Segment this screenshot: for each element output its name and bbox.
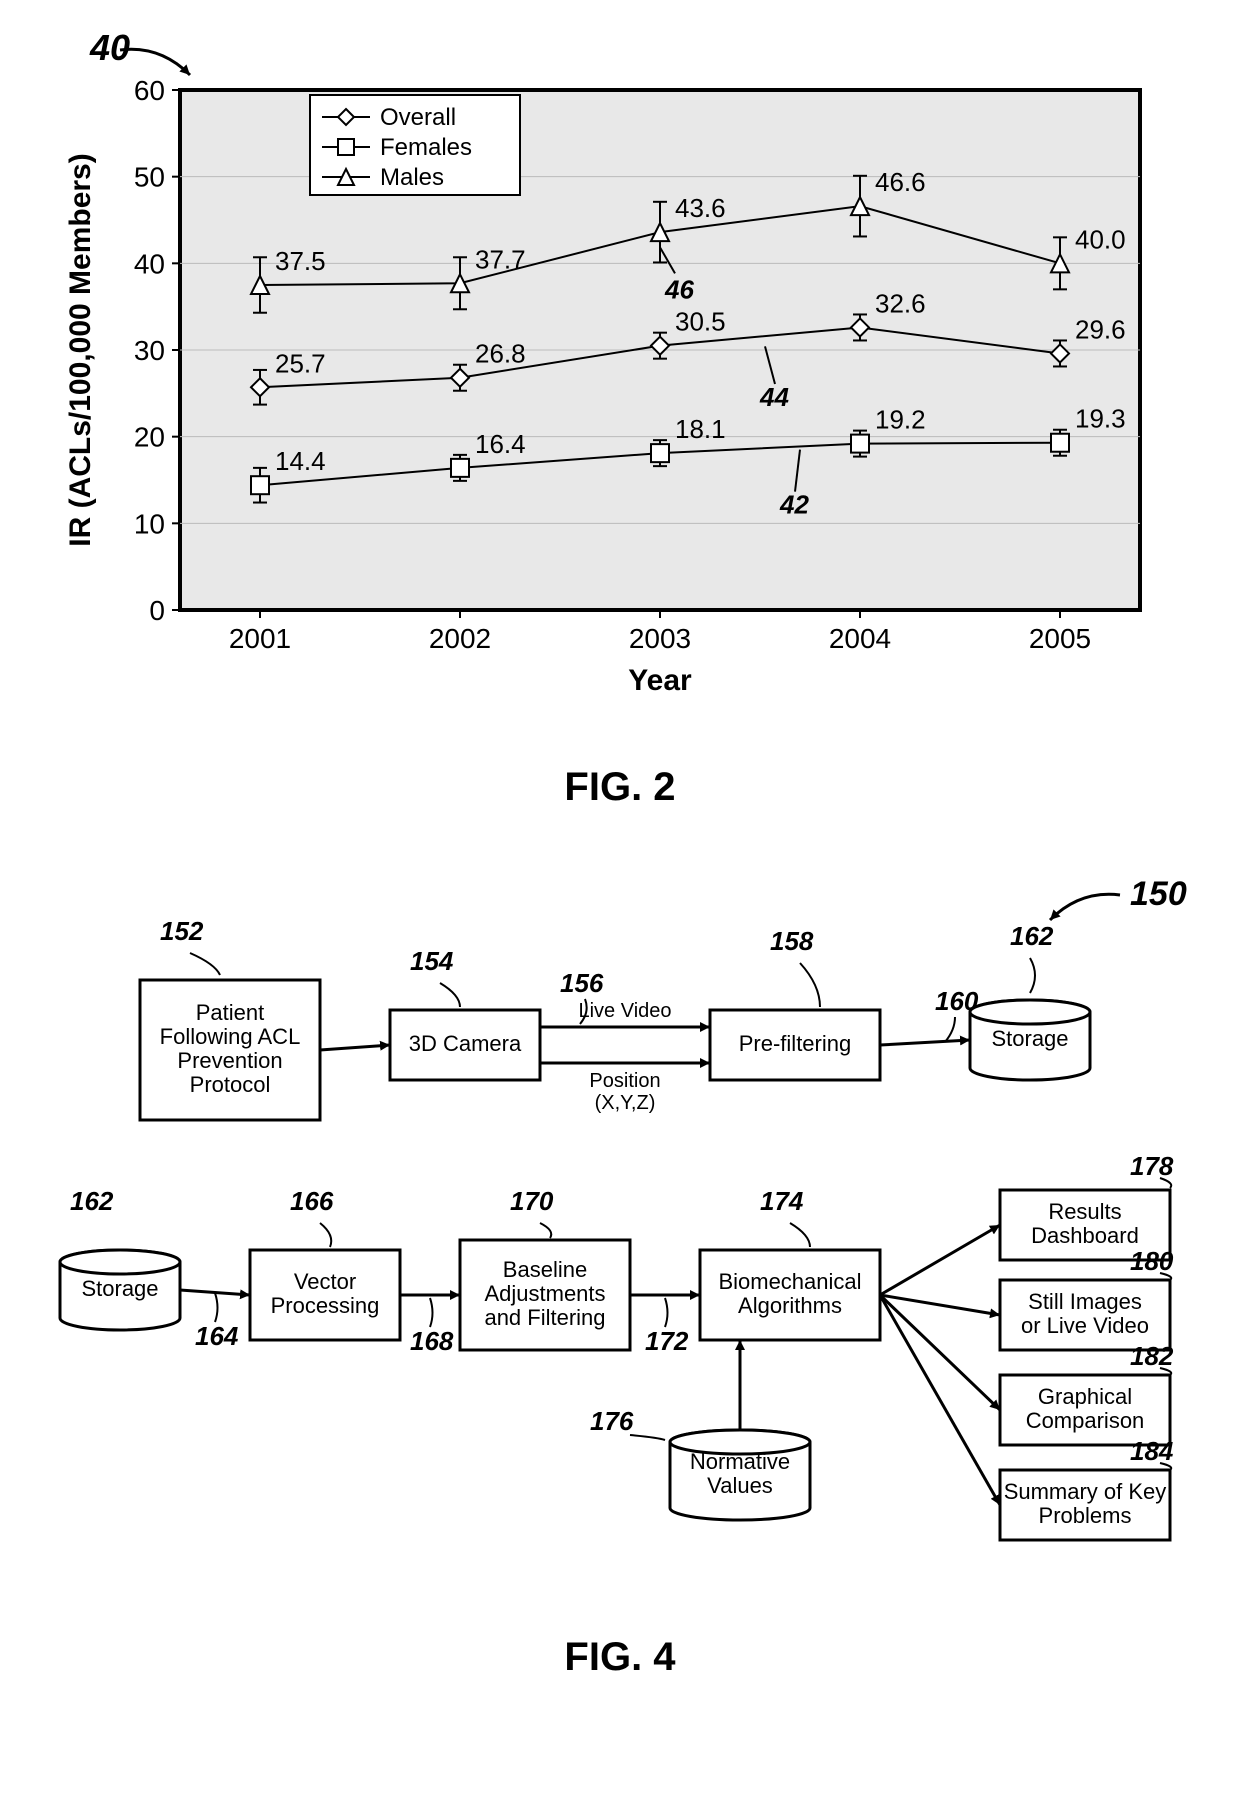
svg-text:16.4: 16.4 [475, 429, 526, 459]
svg-text:Patient: Patient [196, 1000, 265, 1025]
fig2-title: FIG. 2 [20, 765, 1220, 810]
svg-text:40: 40 [89, 27, 130, 68]
svg-text:178: 178 [1130, 1151, 1174, 1181]
svg-text:Comparison: Comparison [1026, 1408, 1145, 1433]
svg-text:19.2: 19.2 [875, 405, 926, 435]
svg-text:30.5: 30.5 [675, 307, 726, 337]
svg-text:Values: Values [707, 1473, 773, 1498]
svg-text:Protocol: Protocol [190, 1072, 271, 1097]
svg-text:Following ACL: Following ACL [160, 1024, 301, 1049]
svg-text:Vector: Vector [294, 1269, 356, 1294]
svg-text:182: 182 [1130, 1341, 1174, 1371]
svg-text:Year: Year [628, 664, 692, 697]
svg-text:50: 50 [134, 162, 165, 193]
svg-text:Processing: Processing [271, 1293, 380, 1318]
svg-text:14.4: 14.4 [275, 446, 326, 476]
svg-text:2001: 2001 [229, 623, 291, 654]
svg-text:(X,Y,Z): (X,Y,Z) [595, 1092, 656, 1114]
svg-text:Still Images: Still Images [1028, 1289, 1142, 1314]
svg-text:166: 166 [290, 1186, 334, 1216]
svg-text:180: 180 [1130, 1246, 1174, 1276]
svg-text:40.0: 40.0 [1075, 224, 1126, 254]
svg-text:162: 162 [1010, 921, 1054, 951]
svg-text:26.8: 26.8 [475, 339, 526, 369]
svg-text:37.7: 37.7 [475, 244, 526, 274]
svg-text:Prevention: Prevention [177, 1048, 282, 1073]
svg-text:Males: Males [380, 164, 444, 191]
svg-text:Adjustments: Adjustments [484, 1281, 605, 1306]
svg-text:150: 150 [1130, 875, 1187, 913]
svg-text:Females: Females [380, 134, 472, 161]
svg-text:176: 176 [590, 1406, 634, 1436]
svg-text:IR (ACLs/100,000 Members): IR (ACLs/100,000 Members) [64, 153, 97, 547]
svg-text:46: 46 [664, 274, 694, 304]
svg-text:172: 172 [645, 1326, 689, 1356]
svg-text:Baseline: Baseline [503, 1257, 587, 1282]
svg-text:Algorithms: Algorithms [738, 1293, 842, 1318]
svg-text:Graphical: Graphical [1038, 1384, 1132, 1409]
svg-text:32.6: 32.6 [875, 288, 926, 318]
svg-text:60: 60 [134, 75, 165, 106]
svg-text:30: 30 [134, 335, 165, 366]
svg-text:164: 164 [195, 1321, 239, 1351]
svg-text:25.7: 25.7 [275, 348, 326, 378]
svg-text:Normative: Normative [690, 1449, 790, 1474]
svg-text:44: 44 [759, 382, 789, 412]
svg-text:18.1: 18.1 [675, 414, 726, 444]
svg-text:29.6: 29.6 [1075, 314, 1126, 344]
fig4-title: FIG. 4 [20, 1635, 1220, 1680]
fig4-flowchart: 150 PatientFollowing ACLPreventionProtoco… [20, 850, 1220, 1615]
svg-text:10: 10 [134, 508, 165, 539]
svg-text:and Filtering: and Filtering [484, 1305, 605, 1330]
svg-text:3D Camera: 3D Camera [409, 1031, 522, 1056]
svg-text:42: 42 [779, 490, 809, 520]
svg-text:168: 168 [410, 1326, 454, 1356]
svg-text:43.6: 43.6 [675, 193, 726, 223]
svg-text:162: 162 [70, 1186, 114, 1216]
svg-text:Biomechanical: Biomechanical [718, 1269, 861, 1294]
svg-text:154: 154 [410, 946, 454, 976]
svg-text:170: 170 [510, 1186, 554, 1216]
svg-text:2004: 2004 [829, 623, 891, 654]
svg-text:156: 156 [560, 968, 604, 998]
svg-text:Overall: Overall [380, 104, 456, 131]
svg-text:Problems: Problems [1039, 1503, 1132, 1528]
svg-text:152: 152 [160, 916, 204, 946]
svg-text:Results: Results [1048, 1199, 1121, 1224]
svg-text:37.5: 37.5 [275, 246, 326, 276]
svg-text:Live Video: Live Video [578, 1000, 671, 1022]
svg-text:or Live Video: or Live Video [1021, 1313, 1149, 1338]
svg-text:0: 0 [149, 595, 165, 626]
svg-text:160: 160 [935, 986, 979, 1016]
svg-text:2005: 2005 [1029, 623, 1091, 654]
svg-text:Dashboard: Dashboard [1031, 1223, 1139, 1248]
svg-text:2002: 2002 [429, 623, 491, 654]
svg-text:158: 158 [770, 926, 814, 956]
svg-text:Storage: Storage [991, 1026, 1068, 1051]
svg-text:184: 184 [1130, 1436, 1174, 1466]
svg-text:19.3: 19.3 [1075, 404, 1126, 434]
svg-text:Summary of Key: Summary of Key [1004, 1479, 1167, 1504]
svg-text:46.6: 46.6 [875, 167, 926, 197]
svg-text:Storage: Storage [81, 1276, 158, 1301]
svg-text:40: 40 [134, 248, 165, 279]
svg-text:20: 20 [134, 422, 165, 453]
svg-text:174: 174 [760, 1186, 804, 1216]
svg-text:2003: 2003 [629, 623, 691, 654]
svg-text:Pre-filtering: Pre-filtering [739, 1031, 851, 1056]
fig2-chart: 40 0 10 20 30 40 50 60 2001 2002 2003 2004 2005 Year I… [20, 20, 1220, 745]
svg-text:Position: Position [589, 1070, 660, 1092]
